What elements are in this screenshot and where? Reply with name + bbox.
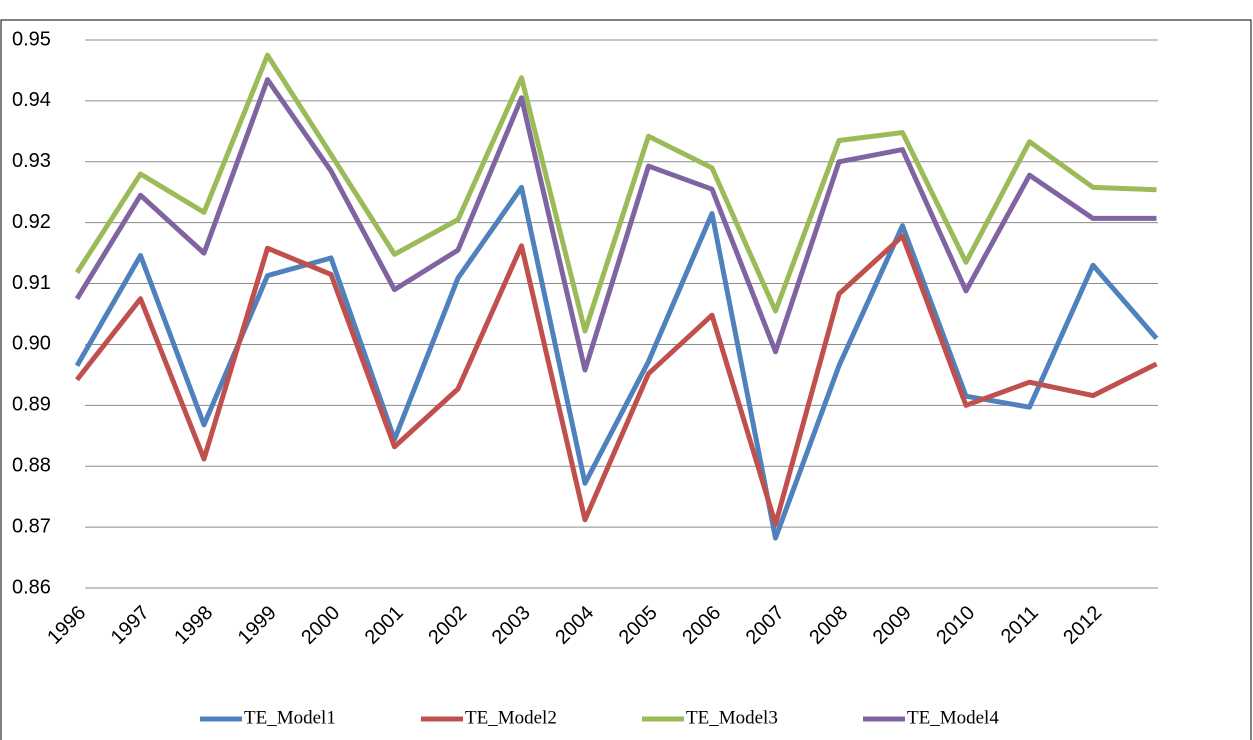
legend-label: TE_Model2 <box>465 707 557 728</box>
x-tick-label: 2008 <box>805 602 852 649</box>
x-tick-label: 2002 <box>424 602 471 649</box>
legend-label: TE_Model3 <box>686 707 778 728</box>
y-tick-label: 0.95 <box>12 28 51 50</box>
series-line <box>74 184 1159 541</box>
x-tick-label: 1997 <box>107 602 154 649</box>
x-tick-label: 1998 <box>170 602 217 649</box>
y-tick-label: 0.89 <box>12 394 51 416</box>
x-tick-label: 2005 <box>615 602 662 649</box>
x-tick-label: 2001 <box>361 602 408 649</box>
x-tick-label: 2004 <box>551 602 598 649</box>
y-tick-label: 0.91 <box>12 272 51 294</box>
legend-label: TE_Model4 <box>907 707 999 728</box>
series-line <box>74 77 1157 373</box>
x-tick-label: 2000 <box>297 602 344 649</box>
x-tick-label: 2006 <box>678 602 725 649</box>
x-tick-label: 2012 <box>1059 602 1106 649</box>
x-tick-label: 2011 <box>997 602 1043 648</box>
x-tick-label: 1999 <box>234 602 281 649</box>
chart-frame <box>0 19 1252 740</box>
series-line <box>74 52 1157 334</box>
x-tick-label: 2009 <box>869 602 916 649</box>
y-tick-label: 0.90 <box>12 333 51 355</box>
y-tick-label: 0.92 <box>12 211 51 233</box>
x-tick-label: 2003 <box>488 602 535 649</box>
y-tick-label: 0.88 <box>12 455 51 477</box>
x-tick-label: 2007 <box>742 602 789 649</box>
y-tick-label: 0.93 <box>12 150 51 172</box>
y-tick-label: 0.87 <box>12 515 51 537</box>
x-tick-label: 2010 <box>932 602 979 649</box>
series-line <box>75 233 1158 527</box>
legend-label: TE_Model1 <box>244 707 336 728</box>
y-tick-label: 0.86 <box>12 576 51 598</box>
y-tick-label: 0.94 <box>12 89 51 111</box>
x-tick-label: 1996 <box>43 602 90 649</box>
